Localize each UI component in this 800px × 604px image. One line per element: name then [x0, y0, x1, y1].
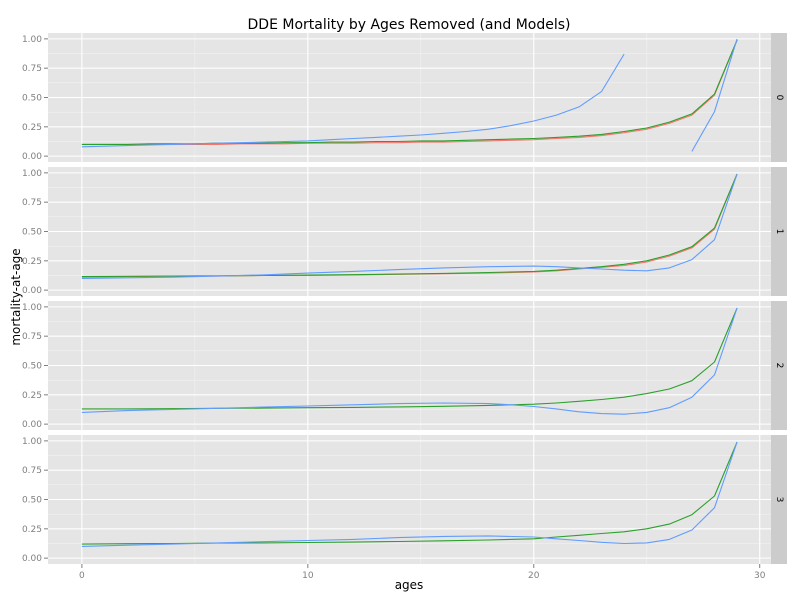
- y-tick-label: 1.00: [22, 437, 42, 447]
- series-line-blue: [691, 38, 738, 152]
- series-line-blue: [81, 441, 738, 547]
- y-tick-label: 0.75: [22, 332, 42, 342]
- y-tick-label: 0.75: [22, 64, 42, 74]
- x-tick-label: 30: [754, 571, 766, 581]
- y-tick-label: 0.50: [22, 362, 42, 372]
- facet-strip-label: 0: [774, 95, 784, 101]
- y-tick-label: 0.50: [22, 496, 42, 506]
- facet-strip-label: 2: [774, 363, 784, 369]
- y-tick-label: 1.00: [22, 169, 42, 179]
- y-tick-label: 0.25: [22, 525, 42, 535]
- y-tick-label: 0.25: [22, 391, 42, 401]
- y-tick-label: 0.50: [22, 228, 42, 238]
- facet-strip: [771, 167, 787, 296]
- series-line-blue: [81, 307, 738, 415]
- y-tick-label: 0.00: [22, 286, 42, 296]
- y-tick-label: 0.00: [22, 420, 42, 430]
- x-tick-label: 10: [302, 571, 314, 581]
- series-line-blue: [81, 173, 738, 279]
- x-tick-label: 0: [79, 571, 85, 581]
- y-tick-label: 0.25: [22, 257, 42, 267]
- y-tick-label: 0.50: [22, 94, 42, 104]
- y-tick-label: 0.75: [22, 466, 42, 476]
- y-tick-label: 0.00: [22, 554, 42, 564]
- facet-panel-2: 0.00 0.25 0.50 0.75 1.00 2: [22, 301, 787, 430]
- facet-panel-1: 0.00 0.25 0.50 0.75 1.00 1: [22, 167, 787, 296]
- chart-title: DDE Mortality by Ages Removed (and Model…: [248, 17, 571, 33]
- series-line-blue: [81, 53, 625, 148]
- y-tick-label: 1.00: [22, 303, 42, 313]
- facet-strip: [771, 33, 787, 162]
- facet-strip-label: 3: [774, 497, 784, 503]
- facet-strip-label: 1: [774, 229, 784, 235]
- panels-layer: 0.00 0.25 0.50 0.75 1.00 0 0.00 0.25 0.50 0.75 1.0…: [22, 33, 787, 581]
- y-tick-label: 1.00: [22, 35, 42, 45]
- x-axis-label: ages: [395, 578, 424, 592]
- y-tick-label: 0.75: [22, 198, 42, 208]
- y-tick-label: 0.25: [22, 123, 42, 133]
- x-tick-label: 20: [528, 571, 540, 581]
- facet-panel-0: 0.00 0.25 0.50 0.75 1.00 0: [22, 33, 787, 162]
- facet-strip: [771, 301, 787, 430]
- y-tick-label: 0.00: [22, 152, 42, 162]
- y-axis-label: mortality-at-age: [9, 248, 23, 345]
- facet-strip: [771, 435, 787, 564]
